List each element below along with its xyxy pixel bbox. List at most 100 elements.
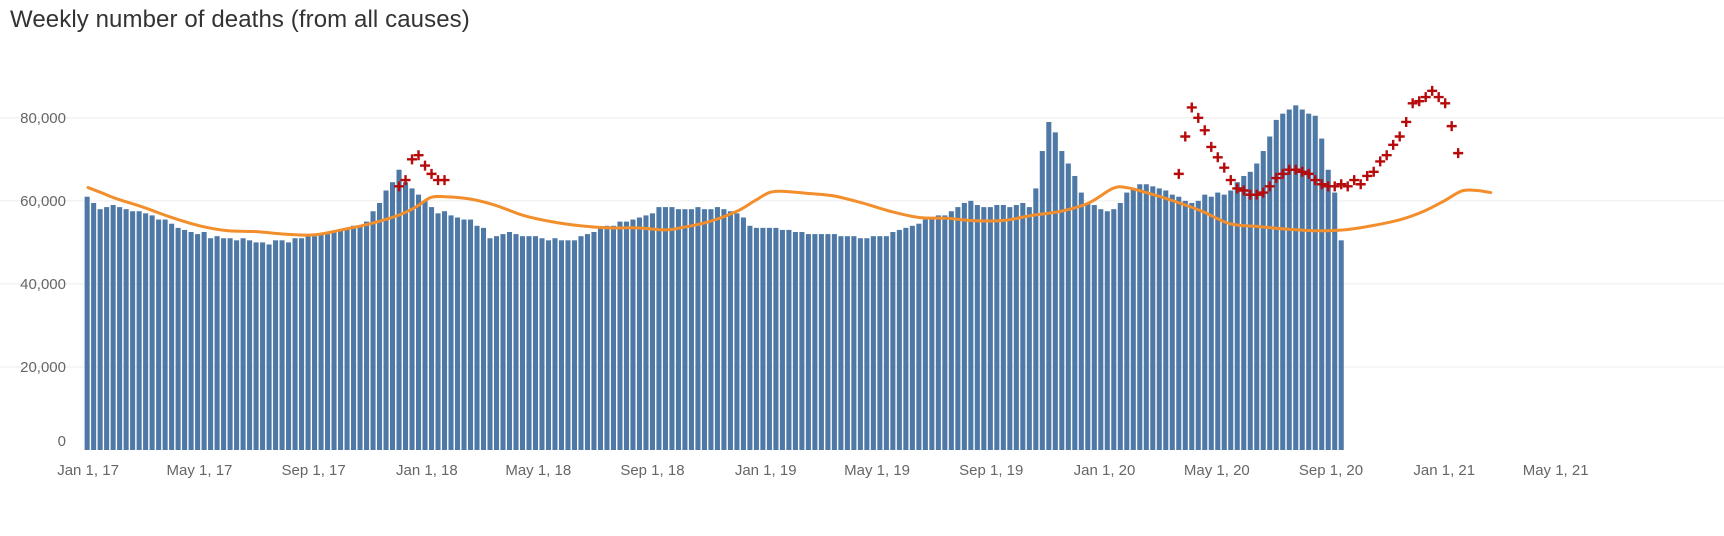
bar [1163, 190, 1169, 451]
bar [825, 234, 831, 450]
bar [857, 238, 863, 450]
bar [117, 207, 123, 450]
x-tick-label: May 1, 20 [1184, 462, 1250, 479]
x-tick-label: Jan 1, 17 [57, 462, 119, 479]
bar [428, 207, 435, 450]
bar [604, 225, 610, 450]
bar [526, 236, 532, 450]
bar [221, 238, 227, 450]
excess-marker [420, 160, 431, 171]
excess-marker [1407, 98, 1418, 109]
bar [156, 219, 162, 450]
bar [286, 242, 292, 450]
bar [1260, 151, 1266, 451]
bar [649, 213, 655, 450]
bar [1085, 202, 1091, 450]
excess-marker-series [394, 85, 1464, 200]
excess-marker [1258, 187, 1269, 198]
bar [617, 221, 623, 450]
bar [1254, 163, 1260, 450]
excess-marker [1368, 166, 1379, 177]
excess-marker [1336, 179, 1347, 190]
excess-marker [394, 181, 405, 192]
bar [799, 232, 805, 450]
bar [370, 211, 376, 450]
excess-marker [439, 175, 450, 186]
bar [1013, 205, 1019, 450]
bar [565, 240, 571, 450]
excess-marker [1173, 168, 1184, 179]
excess-marker [1316, 179, 1327, 190]
bar [1078, 192, 1084, 450]
bar [1130, 188, 1136, 450]
bar [1059, 151, 1065, 451]
bar [1156, 188, 1162, 450]
bar [578, 236, 584, 450]
bar [519, 236, 526, 450]
bar [299, 238, 305, 450]
bar [1111, 209, 1117, 450]
bar [292, 238, 298, 450]
bar [104, 207, 110, 450]
bar [182, 229, 188, 450]
excess-marker [1329, 181, 1340, 192]
bar [1332, 192, 1338, 450]
bar [331, 232, 337, 450]
bar [1299, 109, 1305, 451]
bar [1137, 184, 1143, 450]
bar [727, 211, 733, 450]
bar [870, 236, 876, 450]
bar [175, 227, 181, 450]
bar [714, 207, 720, 450]
excess-marker [1303, 168, 1314, 179]
x-tick-label: Sep 1, 18 [620, 462, 684, 479]
bar [1033, 188, 1039, 450]
bar [1234, 182, 1240, 450]
bar [552, 238, 558, 450]
bar [1098, 209, 1104, 450]
bar [253, 242, 259, 450]
bar [247, 240, 253, 450]
bar [896, 229, 902, 450]
y-tick-label: 20,000 [20, 359, 66, 376]
excess-marker [1349, 175, 1360, 186]
bar [1039, 151, 1045, 451]
x-tick-label: Sep 1, 17 [282, 462, 346, 479]
bar [883, 236, 889, 450]
x-tick-label: Sep 1, 19 [959, 462, 1023, 479]
bar [305, 236, 311, 450]
excess-marker [1232, 183, 1243, 194]
bar [1273, 119, 1279, 451]
y-tick-label: 60,000 [20, 193, 66, 210]
bar [467, 219, 474, 450]
bar [701, 209, 707, 450]
bar [792, 232, 798, 450]
bar [266, 244, 272, 450]
bar [1176, 196, 1182, 450]
bar [851, 236, 857, 450]
bar [318, 234, 324, 450]
bar [97, 209, 103, 450]
bar [747, 225, 753, 450]
bar [474, 225, 480, 450]
excess-marker [1186, 102, 1197, 113]
bar [558, 240, 565, 450]
bar [377, 202, 383, 450]
bar [643, 215, 649, 450]
bar [929, 217, 935, 450]
excess-marker [1427, 85, 1438, 96]
x-tick-label: Jan 1, 18 [396, 462, 458, 479]
bar [734, 213, 740, 450]
bar [1325, 169, 1331, 451]
bar [364, 221, 370, 450]
bar [1182, 200, 1188, 450]
bar [1124, 192, 1130, 450]
bar [396, 169, 402, 451]
bar [773, 227, 779, 450]
expected-line-series [86, 185, 1493, 237]
bar [630, 219, 636, 450]
bar [1306, 113, 1312, 451]
bar [383, 190, 389, 451]
bar [1007, 207, 1013, 450]
